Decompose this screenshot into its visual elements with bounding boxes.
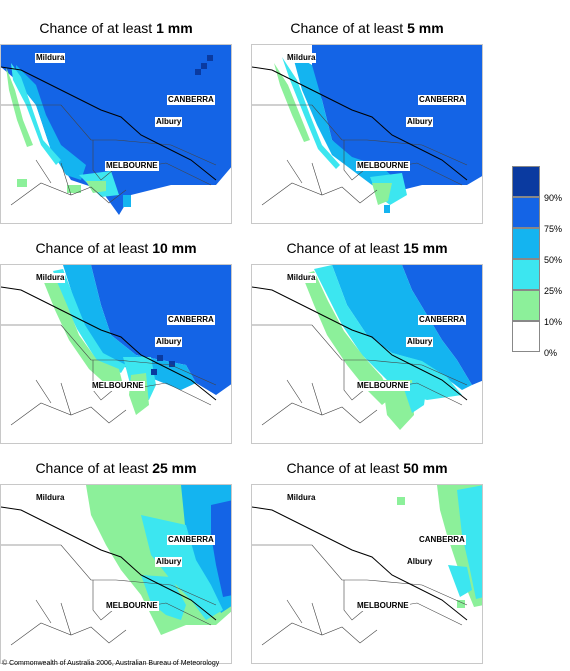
panel-title: Chance of at least 15 mm: [286, 240, 448, 256]
city-label-melbourne: MELBOURNE: [356, 381, 410, 391]
city-label-melbourne: MELBOURNE: [356, 601, 410, 611]
city-label-mildura: Mildura: [35, 273, 66, 283]
rainfall-map: Mildura CANBERRA Albury MELBOURNE: [0, 264, 232, 444]
city-label-melbourne: MELBOURNE: [105, 161, 159, 171]
city-label-albury: Albury: [406, 337, 434, 347]
city-label-albury: Albury: [155, 557, 183, 567]
panel-5mm: Chance of at least 5 mm Mildura CANBERRA…: [251, 20, 483, 230]
panel-title: Chance of at least 50 mm: [286, 460, 448, 476]
legend-label-0: 0%: [544, 348, 558, 358]
copyright-notice: © Commonwealth of Australia 2006, Austra…: [2, 660, 220, 667]
map-graphic: [1, 485, 231, 646]
map-graphic: [252, 45, 482, 213]
map-graphic: [252, 265, 482, 430]
city-label-mildura: Mildura: [286, 273, 317, 283]
city-label-albury: Albury: [406, 557, 434, 567]
legend-swatch-25: [512, 259, 540, 290]
city-label-melbourne: MELBOURNE: [91, 381, 145, 391]
legend-swatch-50: [512, 228, 540, 259]
city-label-canberra: CANBERRA: [167, 535, 215, 545]
legend-swatch-90: [512, 166, 540, 197]
rainfall-map: Mildura CANBERRA Albury MELBOURNE: [251, 264, 483, 444]
panel-title: Chance of at least 25 mm: [35, 460, 197, 476]
city-label-canberra: CANBERRA: [418, 95, 466, 105]
city-label-canberra: CANBERRA: [167, 315, 215, 325]
panel-title: Chance of at least 10 mm: [35, 240, 197, 256]
legend-label-25: 25%: [544, 286, 563, 296]
panel-15mm: Chance of at least 15 mm Mildura CANBERR…: [251, 240, 483, 450]
rainfall-map: Mildura CANBERRA Albury MELBOURNE: [251, 44, 483, 224]
panel-1mm: Chance of at least 1 mm Mildura CANBERRA…: [0, 20, 232, 230]
city-label-melbourne: MELBOURNE: [356, 161, 410, 171]
rainfall-map: Mildura CANBERRA Albury MELBOURNE: [251, 484, 483, 664]
city-label-melbourne: MELBOURNE: [105, 601, 159, 611]
city-label-mildura: Mildura: [35, 493, 66, 503]
panel-50mm: Chance of at least 50 mm Mildura CANBERR…: [251, 460, 483, 670]
legend-label-50: 50%: [544, 255, 563, 265]
city-label-canberra: CANBERRA: [418, 535, 466, 545]
map-graphic: [1, 45, 231, 215]
legend-label-90: 90%: [544, 193, 563, 203]
panel-25mm: Chance of at least 25 mm Mildura CANBERR…: [0, 460, 232, 670]
legend-label-75: 75%: [544, 224, 563, 234]
city-label-albury: Albury: [406, 117, 434, 127]
legend-label-10: 10%: [544, 317, 563, 327]
legend-swatch-10: [512, 290, 540, 321]
panel-title: Chance of at least 1 mm: [39, 20, 193, 36]
legend-swatch-0: [512, 321, 540, 352]
city-label-mildura: Mildura: [35, 53, 66, 63]
legend-swatch-75: [512, 197, 540, 228]
city-label-albury: Albury: [155, 337, 183, 347]
city-label-albury: Albury: [155, 117, 183, 127]
map-graphic: [252, 485, 482, 646]
city-label-mildura: Mildura: [286, 53, 317, 63]
panel-10mm: Chance of at least 10 mm Mildura CANBERR…: [0, 240, 232, 450]
city-label-canberra: CANBERRA: [167, 95, 215, 105]
map-graphic: [1, 265, 231, 426]
panel-title: Chance of at least 5 mm: [290, 20, 444, 36]
rainfall-map: Mildura CANBERRA Albury MELBOURNE: [0, 44, 232, 224]
city-label-mildura: Mildura: [286, 493, 317, 503]
city-label-canberra: CANBERRA: [418, 315, 466, 325]
rainfall-map: Mildura CANBERRA Albury MELBOURNE: [0, 484, 232, 664]
